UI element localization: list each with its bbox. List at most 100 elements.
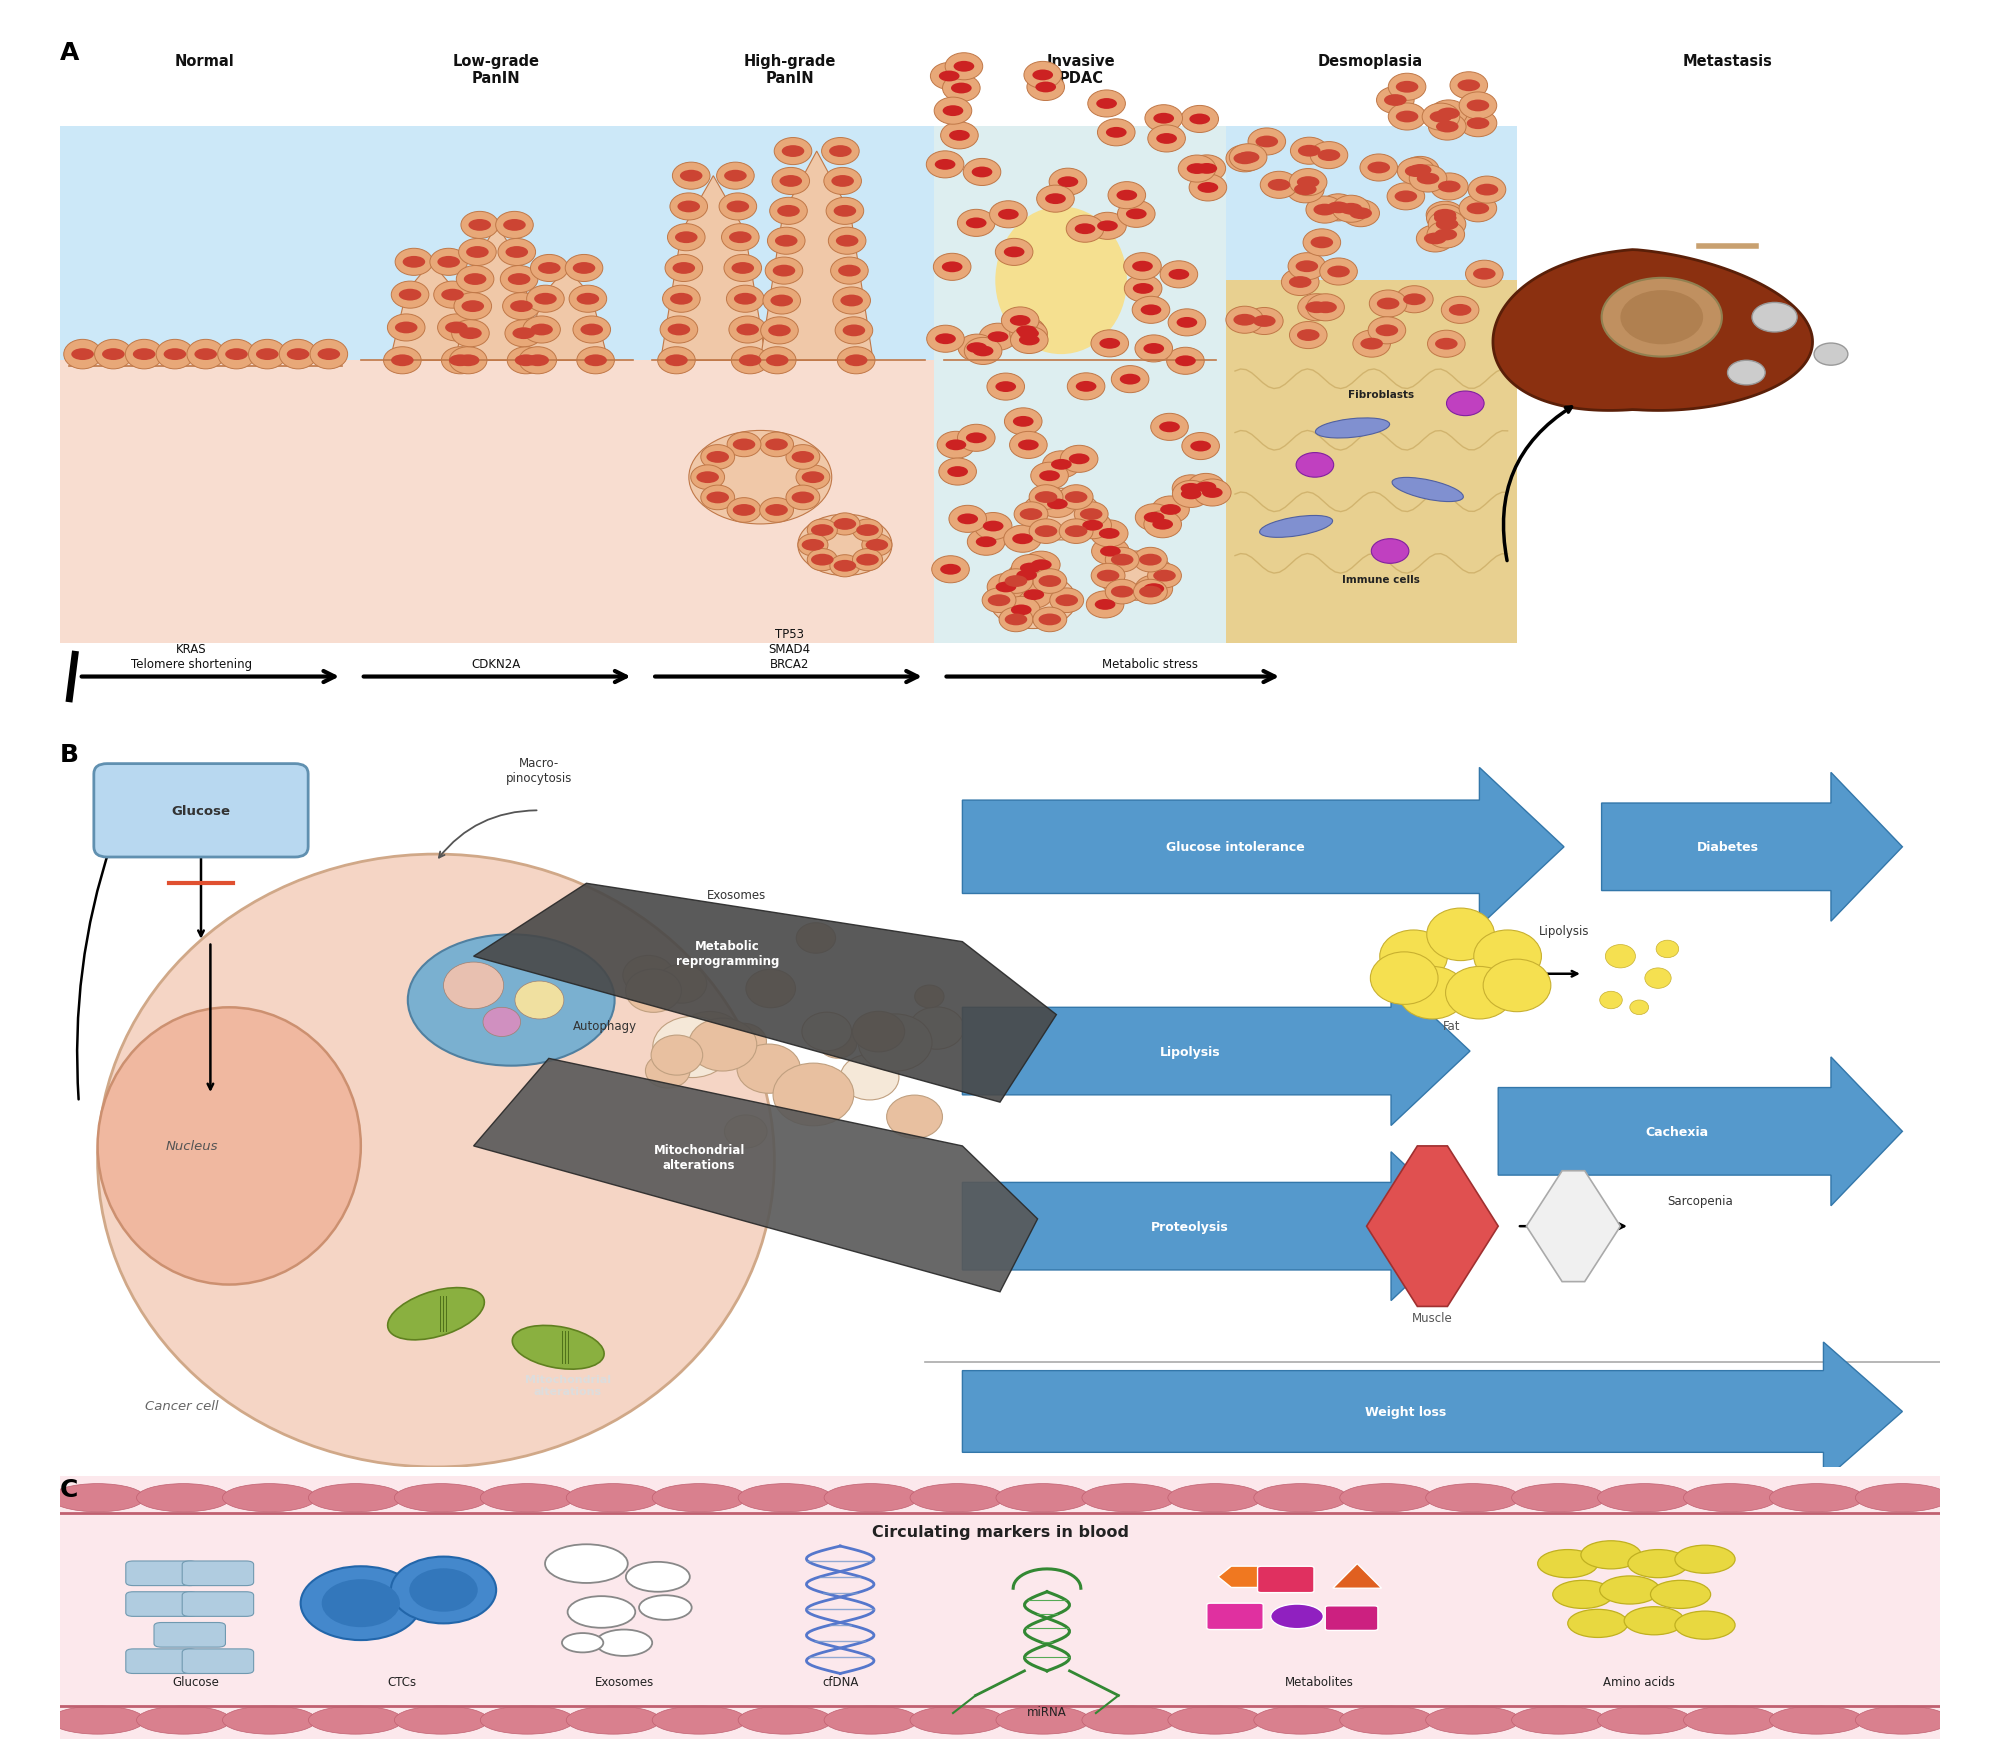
Ellipse shape xyxy=(50,1483,144,1511)
Ellipse shape xyxy=(1110,587,1134,597)
Text: miRNA: miRNA xyxy=(1028,1704,1066,1718)
Circle shape xyxy=(1372,539,1408,564)
Circle shape xyxy=(484,1009,520,1037)
Ellipse shape xyxy=(1294,184,1316,197)
Circle shape xyxy=(1814,344,1848,365)
Ellipse shape xyxy=(136,1483,230,1511)
Ellipse shape xyxy=(1256,137,1278,148)
Ellipse shape xyxy=(724,255,762,283)
Circle shape xyxy=(1602,279,1722,357)
Ellipse shape xyxy=(1474,269,1496,281)
Ellipse shape xyxy=(720,193,756,221)
Ellipse shape xyxy=(1260,172,1298,199)
Ellipse shape xyxy=(1152,520,1174,531)
Ellipse shape xyxy=(1144,583,1164,594)
FancyBboxPatch shape xyxy=(94,764,308,857)
Text: Glucose intolerance: Glucose intolerance xyxy=(1166,842,1304,854)
Ellipse shape xyxy=(504,220,526,232)
Circle shape xyxy=(840,1054,898,1100)
Ellipse shape xyxy=(680,170,702,183)
Bar xyxy=(642,128,934,362)
Ellipse shape xyxy=(852,520,882,541)
Ellipse shape xyxy=(1090,330,1128,358)
Ellipse shape xyxy=(728,499,760,524)
Ellipse shape xyxy=(940,564,960,575)
Ellipse shape xyxy=(1422,104,1460,132)
Ellipse shape xyxy=(94,341,132,369)
Ellipse shape xyxy=(460,213,498,239)
Ellipse shape xyxy=(942,262,962,272)
Ellipse shape xyxy=(1770,1483,1864,1511)
Circle shape xyxy=(1538,1550,1598,1578)
Ellipse shape xyxy=(1254,1483,1348,1511)
Ellipse shape xyxy=(510,300,532,313)
Ellipse shape xyxy=(1110,555,1134,566)
Ellipse shape xyxy=(990,202,1028,228)
Circle shape xyxy=(1624,1606,1684,1634)
Circle shape xyxy=(1674,1546,1736,1574)
Bar xyxy=(1226,128,1518,645)
Ellipse shape xyxy=(1416,227,1454,253)
Ellipse shape xyxy=(948,467,968,478)
Ellipse shape xyxy=(396,249,432,276)
Ellipse shape xyxy=(1326,202,1350,214)
Ellipse shape xyxy=(1450,72,1488,100)
Ellipse shape xyxy=(1388,74,1426,102)
Ellipse shape xyxy=(1074,503,1108,527)
Text: Diabetes: Diabetes xyxy=(1698,842,1760,854)
Ellipse shape xyxy=(72,350,94,360)
Ellipse shape xyxy=(1076,381,1096,392)
Ellipse shape xyxy=(1002,597,1040,624)
Ellipse shape xyxy=(678,202,700,213)
Ellipse shape xyxy=(706,492,728,504)
Ellipse shape xyxy=(1024,590,1044,601)
Ellipse shape xyxy=(1260,517,1332,538)
Ellipse shape xyxy=(1340,1483,1434,1511)
Ellipse shape xyxy=(938,459,976,487)
Text: Metabolic stress: Metabolic stress xyxy=(1102,659,1198,671)
Ellipse shape xyxy=(508,348,544,374)
Text: Circulating markers in blood: Circulating markers in blood xyxy=(872,1523,1128,1539)
Ellipse shape xyxy=(934,255,970,281)
Ellipse shape xyxy=(986,374,1024,401)
Ellipse shape xyxy=(1038,615,1062,625)
Ellipse shape xyxy=(1430,100,1468,128)
Circle shape xyxy=(1656,940,1678,958)
Ellipse shape xyxy=(1134,336,1172,362)
Circle shape xyxy=(1580,1541,1642,1569)
Ellipse shape xyxy=(1434,209,1456,221)
Ellipse shape xyxy=(1098,119,1136,148)
Ellipse shape xyxy=(1132,262,1152,272)
Ellipse shape xyxy=(998,209,1018,221)
Ellipse shape xyxy=(1032,569,1066,594)
Ellipse shape xyxy=(1428,114,1466,141)
Ellipse shape xyxy=(958,425,996,452)
Ellipse shape xyxy=(1086,592,1124,618)
Ellipse shape xyxy=(462,300,484,313)
Ellipse shape xyxy=(1038,576,1062,587)
Ellipse shape xyxy=(1060,485,1094,510)
FancyBboxPatch shape xyxy=(1258,1567,1314,1592)
Circle shape xyxy=(1398,966,1466,1019)
Ellipse shape xyxy=(1030,560,1052,571)
Ellipse shape xyxy=(390,1557,496,1623)
Ellipse shape xyxy=(1230,144,1266,172)
Ellipse shape xyxy=(530,255,568,283)
Ellipse shape xyxy=(830,555,860,578)
Ellipse shape xyxy=(834,518,856,531)
Circle shape xyxy=(678,1012,742,1061)
Ellipse shape xyxy=(1150,415,1188,441)
Circle shape xyxy=(1426,908,1494,961)
Circle shape xyxy=(1484,959,1550,1012)
Ellipse shape xyxy=(1008,318,1046,344)
Ellipse shape xyxy=(1058,177,1078,188)
Ellipse shape xyxy=(512,329,536,339)
Bar xyxy=(352,362,642,645)
Ellipse shape xyxy=(732,439,756,452)
Ellipse shape xyxy=(798,534,828,557)
FancyBboxPatch shape xyxy=(154,1623,226,1648)
Ellipse shape xyxy=(732,264,754,274)
Ellipse shape xyxy=(456,267,494,293)
Ellipse shape xyxy=(1290,169,1326,197)
Ellipse shape xyxy=(652,1706,746,1734)
